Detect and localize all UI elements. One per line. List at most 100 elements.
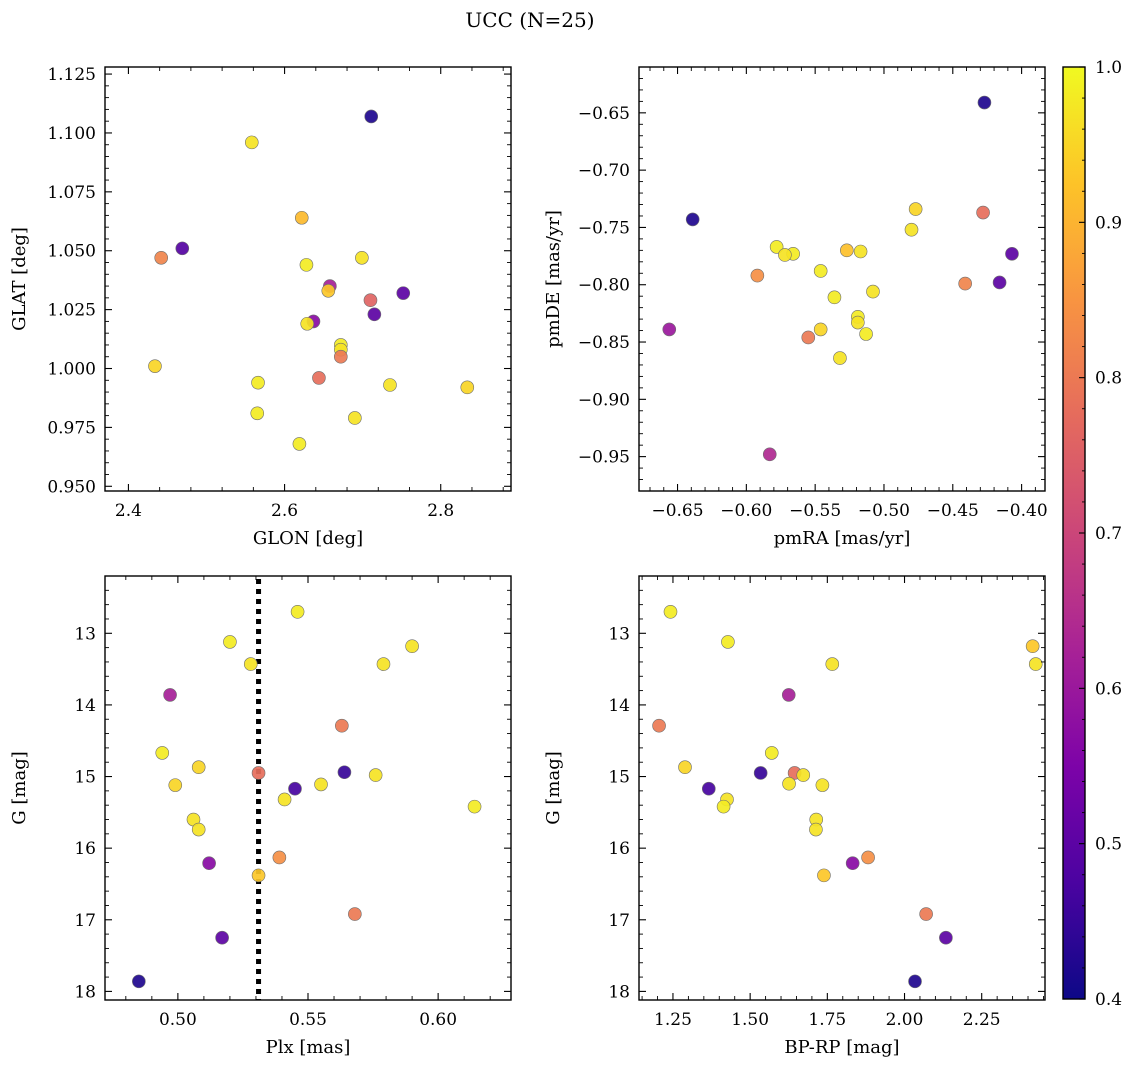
data-point: [753, 766, 768, 780]
data-point: [223, 635, 237, 649]
data-point: [845, 856, 860, 871]
data-point: [977, 95, 992, 110]
colorbar: 0.4 0.5 0.6 0.7 0.8 0.9 1.0: [1062, 58, 1122, 1010]
scatter-panel-plx-g: 0.50 0.55 0.60 13 14 15 16 17 18 Plx [mas] G [mag]: [9, 575, 512, 1058]
data-point: [701, 781, 716, 796]
x-tick-label: −0.45: [927, 501, 979, 521]
y-tick-label: 18: [74, 982, 96, 1002]
data-point: [154, 250, 169, 265]
y-tick-label: −0.95: [578, 448, 630, 468]
data-point: [191, 760, 206, 775]
x-tick-label: −0.55: [789, 501, 841, 521]
data-point: [175, 241, 190, 256]
data-point: [825, 657, 840, 671]
data-point: [292, 437, 307, 451]
x-axis-label: GLON [deg]: [253, 528, 363, 549]
data-point: [721, 635, 735, 649]
x-tick-label: 0.50: [159, 1010, 197, 1030]
data-point: [859, 327, 873, 341]
x-tick-label: 2.4: [115, 501, 142, 521]
data-point: [827, 290, 842, 305]
data-point: [782, 776, 796, 791]
data-point: [908, 974, 922, 989]
data-point: [815, 778, 830, 792]
x-axis-label: Plx [mas]: [266, 1037, 351, 1058]
data-point: [764, 746, 779, 760]
data-point: [277, 792, 292, 807]
data-point: [367, 307, 382, 322]
y-axis-label: GLAT [deg]: [9, 227, 30, 331]
y-tick-label: −0.80: [578, 276, 630, 296]
axes-frame: [104, 66, 512, 492]
y-tick-label: −0.75: [578, 218, 630, 238]
data-point: [191, 822, 206, 837]
x-tick-label: −0.65: [651, 501, 703, 521]
y-tick-label: −0.90: [578, 390, 630, 410]
y-tick-label: 13: [608, 624, 630, 644]
data-point: [251, 868, 266, 883]
data-point: [853, 244, 868, 259]
data-point: [781, 688, 796, 702]
y-tick-label: 14: [608, 696, 630, 716]
data-point: [155, 746, 170, 760]
colorbar-fill: [1063, 67, 1085, 999]
y-tick-label: 1.125: [47, 65, 96, 85]
data-point: [1005, 246, 1019, 261]
data-point: [778, 248, 792, 262]
data-point: [294, 210, 309, 225]
data-point: [939, 930, 953, 945]
x-tick-label: 2.00: [886, 1010, 924, 1030]
data-point: [132, 974, 146, 989]
y-tick-label: 14: [74, 696, 96, 716]
x-tick-label: −0.40: [996, 501, 1048, 521]
data-point: [467, 799, 482, 814]
data-point: [368, 768, 383, 782]
data-point: [383, 378, 397, 392]
data-point: [813, 264, 828, 278]
data-point: [251, 375, 265, 390]
data-point: [348, 411, 362, 425]
scatter-panel-glon-glat: 2.4 2.6 2.8 0.950 0.975 1.000 1.025 1.050 1.075 1…: [9, 65, 512, 549]
scatter-panel-bprp-g: 1.25 1.50 1.75 2.00 2.25 13 14 15 16 17 18 BP-RP [m…: [543, 575, 1046, 1058]
data-point: [290, 605, 305, 619]
data-point: [861, 850, 875, 865]
data-point: [396, 286, 411, 300]
y-tick-label: 1.000: [47, 360, 96, 380]
data-point: [817, 868, 831, 883]
data-point: [958, 276, 972, 291]
x-tick-label: 0.55: [289, 1010, 327, 1030]
y-tick-label: 13: [74, 624, 96, 644]
data-point: [809, 822, 823, 837]
data-point: [904, 222, 919, 237]
data-point: [762, 447, 777, 462]
data-point: [678, 760, 692, 775]
x-tick-label: 2.6: [271, 501, 298, 521]
colorbar-tick-label: 1.0: [1095, 58, 1122, 78]
data-point: [851, 315, 865, 330]
data-point: [202, 856, 216, 871]
data-point: [716, 799, 731, 814]
data-point: [337, 765, 352, 780]
figure-title: UCC (N=25): [465, 8, 594, 32]
y-tick-label: 1.050: [47, 242, 96, 262]
y-tick-label: 1.100: [47, 124, 96, 144]
data-point: [251, 766, 266, 780]
data-point: [215, 930, 229, 945]
x-tick-label: 1.50: [731, 1010, 769, 1030]
data-point: [148, 359, 162, 373]
data-point: [272, 850, 287, 865]
data-point: [376, 657, 391, 671]
data-point: [813, 322, 828, 337]
data-point: [299, 258, 314, 272]
x-tick-label: 0.60: [419, 1010, 457, 1030]
data-point: [976, 205, 990, 220]
x-tick-label: −0.50: [858, 501, 910, 521]
x-tick-label: 2.25: [963, 1010, 1001, 1030]
x-tick-label: 2.8: [427, 501, 454, 521]
y-tick-label: 15: [608, 768, 630, 788]
data-point: [992, 275, 1007, 290]
colorbar-tick-label: 0.6: [1095, 679, 1122, 699]
y-tick-label: −0.85: [578, 333, 630, 353]
data-point: [750, 268, 765, 283]
y-axis-label: pmDE [mas/yr]: [543, 210, 564, 348]
